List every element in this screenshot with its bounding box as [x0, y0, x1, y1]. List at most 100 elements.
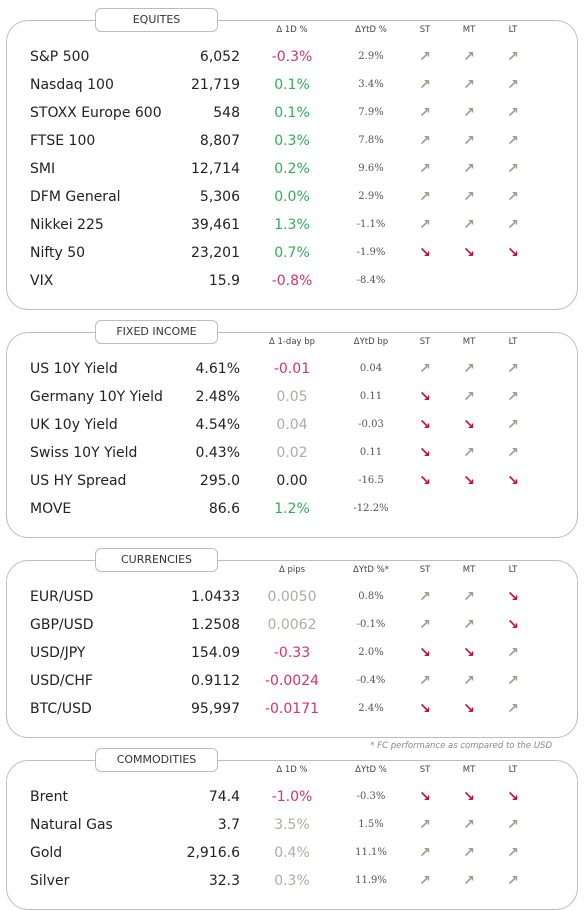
row-value: 295.0	[199, 473, 240, 489]
row-change: 0.0062	[267, 617, 317, 633]
trend-arrow: ↗	[507, 873, 519, 889]
row-name: UK 10y Yield	[30, 417, 118, 433]
row-ytd: 2.0%	[358, 647, 384, 658]
trend-arrow: ↗	[507, 77, 519, 93]
row-name: USD/CHF	[30, 673, 93, 689]
row-ytd: 0.11	[359, 447, 383, 458]
trend-arrow: ↗	[507, 217, 519, 233]
row-name: US 10Y Yield	[30, 361, 118, 377]
column-header: MT	[462, 25, 476, 35]
row-ytd: 0.04	[359, 363, 383, 374]
trend-arrow: ↘	[463, 645, 475, 661]
column-header: LT	[508, 25, 518, 35]
trend-arrow: ↗	[507, 445, 519, 461]
trend-arrow: ↗	[463, 133, 475, 149]
trend-arrow: ↗	[463, 673, 475, 689]
row-change: 0.0%	[274, 189, 310, 205]
section-title: COMMODITIES	[95, 748, 218, 772]
row-value: 1.0433	[191, 589, 240, 605]
row-ytd: -1.1%	[356, 219, 386, 230]
column-header: Δ 1D %	[276, 765, 308, 775]
trend-arrow: ↗	[419, 617, 431, 633]
column-header: MT	[462, 765, 476, 775]
trend-arrow: ↗	[463, 389, 475, 405]
row-name: Germany 10Y Yield	[30, 389, 163, 405]
section-box	[6, 332, 578, 538]
trend-arrow: ↗	[419, 189, 431, 205]
row-ytd: 0.8%	[358, 591, 384, 602]
trend-arrow: ↗	[463, 77, 475, 93]
row-name: SMI	[30, 161, 56, 177]
trend-arrow: ↗	[463, 161, 475, 177]
trend-arrow: ↗	[463, 189, 475, 205]
row-change: 0.1%	[274, 77, 310, 93]
row-name: Silver	[30, 873, 70, 889]
trend-arrow: ↘	[419, 417, 431, 433]
row-ytd: 3.4%	[358, 79, 384, 90]
row-value: 2,916.6	[186, 845, 240, 861]
trend-arrow: ↘	[463, 417, 475, 433]
row-value: 4.61%	[195, 361, 240, 377]
trend-arrow: ↗	[419, 873, 431, 889]
row-name: Nasdaq 100	[30, 77, 114, 93]
trend-arrow: ↗	[419, 77, 431, 93]
row-ytd: -16.5	[358, 475, 384, 486]
row-ytd: -8.4%	[356, 275, 386, 286]
row-change: 0.02	[276, 445, 308, 461]
column-header: LT	[508, 337, 518, 347]
row-name: Nifty 50	[30, 245, 86, 261]
trend-arrow: ↗	[507, 645, 519, 661]
row-change: 0.2%	[274, 161, 310, 177]
section-title: EQUITES	[95, 8, 218, 32]
trend-arrow: ↗	[507, 817, 519, 833]
trend-arrow: ↘	[419, 445, 431, 461]
row-ytd: 7.8%	[358, 135, 384, 146]
section-box	[6, 20, 578, 310]
trend-arrow: ↗	[419, 845, 431, 861]
row-change: 0.04	[276, 417, 308, 433]
row-change: 3.5%	[274, 817, 310, 833]
trend-arrow: ↗	[463, 617, 475, 633]
row-name: EUR/USD	[30, 589, 94, 605]
trend-arrow: ↗	[463, 361, 475, 377]
row-value: 12,714	[191, 161, 240, 177]
row-ytd: 11.9%	[355, 875, 387, 886]
row-ytd: -0.03	[358, 419, 384, 430]
trend-arrow: ↗	[507, 105, 519, 121]
row-name: S&P 500	[30, 49, 90, 65]
section-box	[6, 760, 578, 910]
row-value: 15.9	[208, 273, 240, 289]
row-value: 3.7	[217, 817, 240, 833]
row-name: Brent	[30, 789, 69, 805]
row-change: 0.3%	[274, 133, 310, 149]
trend-arrow: ↗	[419, 161, 431, 177]
column-header: Δ 1-day bp	[268, 337, 316, 347]
trend-arrow: ↘	[463, 473, 475, 489]
trend-arrow: ↘	[507, 245, 519, 261]
row-change: -1.0%	[271, 789, 313, 805]
row-change: 0.1%	[274, 105, 310, 121]
column-header: ST	[419, 337, 431, 347]
trend-arrow: ↘	[463, 245, 475, 261]
trend-arrow: ↘	[463, 789, 475, 805]
row-value: 74.4	[208, 789, 240, 805]
column-header: ΔYtD bp	[353, 337, 389, 347]
row-ytd: -1.9%	[356, 247, 386, 258]
trend-arrow: ↗	[463, 845, 475, 861]
column-header: LT	[508, 765, 518, 775]
row-ytd: 2.9%	[358, 191, 384, 202]
column-header: MT	[462, 565, 476, 575]
trend-arrow: ↗	[507, 189, 519, 205]
row-name: STOXX Europe 600	[30, 105, 162, 121]
trend-arrow: ↗	[507, 701, 519, 717]
trend-arrow: ↗	[419, 105, 431, 121]
row-change: -0.0171	[264, 701, 320, 717]
trend-arrow: ↗	[507, 845, 519, 861]
row-name: Nikkei 225	[30, 217, 104, 233]
trend-arrow: ↗	[463, 49, 475, 65]
trend-arrow: ↗	[419, 49, 431, 65]
row-ytd: 11.1%	[355, 847, 387, 858]
row-name: Swiss 10Y Yield	[30, 445, 138, 461]
column-header: MT	[462, 337, 476, 347]
